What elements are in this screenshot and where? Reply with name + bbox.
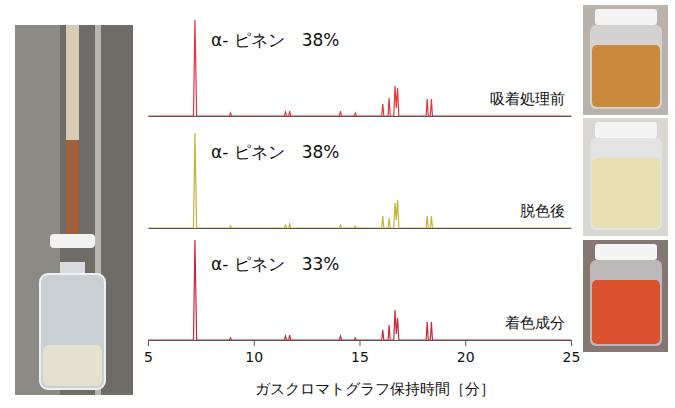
- figure: 吸着処理前 α- ピネン 38% 脱色後 α- ピネン 38% 着色成分 5 10 15 20 2…: [0, 0, 675, 408]
- x-axis: 5 10 15 20 25: [144, 340, 580, 365]
- panel: 吸着処理前 α- ピネン 38%: [148, 20, 572, 117]
- annotation: α- ピネン 33%: [211, 254, 340, 274]
- x-axis-title: ガスクロマトグラフ保持時間［分］: [255, 380, 495, 398]
- x-axis: [149, 116, 572, 117]
- photo-bg: [15, 25, 133, 395]
- tick-mark: [465, 340, 466, 346]
- tick-mark: [254, 340, 255, 346]
- vial-photo-2: [583, 118, 668, 236]
- tick-label: 15: [351, 349, 369, 365]
- plot-area: [148, 133, 571, 228]
- vial-photo-1: [583, 5, 668, 115]
- vial-glass: [590, 260, 662, 346]
- chromatogram-line: [148, 133, 571, 228]
- photo-bg: [583, 118, 668, 236]
- trace-label: 脱色後: [520, 202, 565, 220]
- tick-label: 10: [245, 349, 263, 365]
- column-photo: [15, 25, 133, 395]
- vial-glass: [590, 25, 662, 109]
- vial-liquid: [592, 158, 660, 228]
- photo-bg: [583, 240, 668, 352]
- plot-area: [148, 20, 571, 116]
- trace-label: 着色成分: [505, 314, 565, 332]
- bottle: [40, 274, 105, 389]
- vial-cap: [595, 9, 657, 25]
- tick-label: 5: [144, 349, 153, 365]
- plot-area: [148, 240, 571, 340]
- tick: 15: [351, 340, 369, 365]
- vial-liquid: [592, 45, 660, 107]
- bottle-cap: [60, 262, 85, 274]
- tick: 10: [245, 340, 263, 365]
- trace-label: 吸着処理前: [490, 90, 565, 108]
- annotation: α- ピネン 38%: [211, 142, 340, 162]
- vial-cap: [595, 244, 657, 260]
- panel: 脱色後 α- ピネン 38%: [148, 133, 572, 229]
- annotation: α- ピネン 38%: [211, 30, 340, 50]
- x-axis: [149, 228, 572, 229]
- tick: 5: [144, 340, 153, 365]
- axis-line: [149, 116, 572, 117]
- tick-mark: [571, 340, 572, 346]
- tick-label: 20: [457, 349, 475, 365]
- vial-glass: [590, 138, 662, 230]
- photo-bg: [583, 5, 668, 115]
- adsorbent: [66, 140, 79, 235]
- tick: 25: [563, 340, 581, 365]
- panel: 着色成分 5 10 15 20 25 ガスクロマトグラフ保持時間［分］ α- ピネン 33%: [144, 240, 580, 398]
- chromatogram-line: [148, 240, 571, 340]
- chromatogram-line: [148, 20, 571, 116]
- tick: 20: [457, 340, 475, 365]
- stopcock: [50, 234, 95, 248]
- tick-label: 25: [563, 349, 581, 365]
- vial-liquid: [592, 280, 660, 344]
- vial-cap: [595, 122, 657, 138]
- axis-line: [149, 228, 572, 229]
- bottle-liquid: [43, 345, 102, 386]
- glass-tube: [66, 25, 79, 240]
- vial-photo-3: [583, 240, 668, 352]
- tick-mark: [360, 340, 361, 346]
- tick-mark: [148, 340, 149, 346]
